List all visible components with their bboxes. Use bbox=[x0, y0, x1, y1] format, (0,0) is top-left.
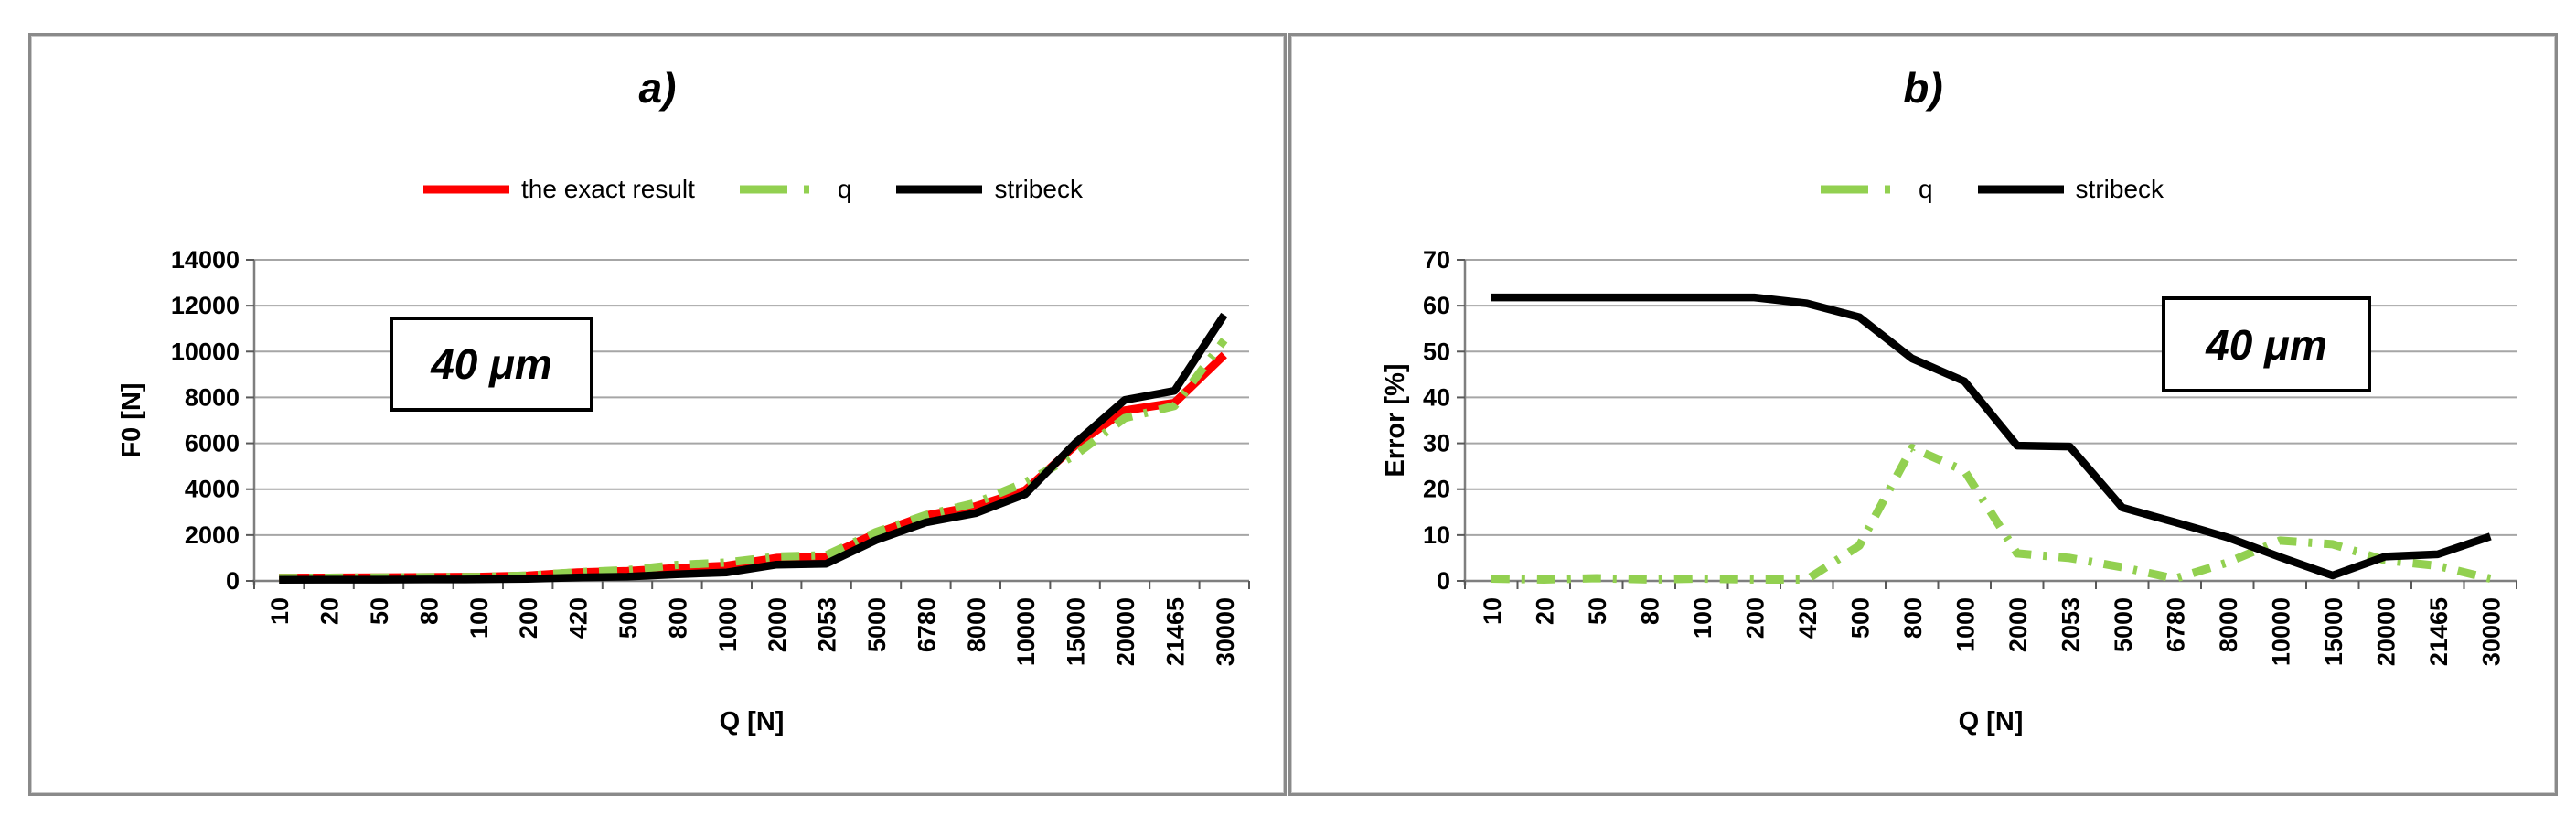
x-tick-label: 2000 bbox=[2004, 597, 2032, 652]
legend-line-sample bbox=[739, 185, 826, 194]
x-tick-label: 500 bbox=[615, 597, 642, 639]
series-line-q bbox=[1491, 444, 2492, 584]
gap-size-annotation: 40 μm bbox=[390, 317, 593, 412]
legend-item-stribeck: stribeck bbox=[1975, 175, 2164, 204]
y-axis-tick-labels: 0 2000 4000 6000 8000 10000 12000 14000 bbox=[171, 246, 240, 595]
tick-marks bbox=[1457, 259, 2517, 589]
x-tick-label: 1000 bbox=[714, 597, 742, 652]
x-tick-label: 15000 bbox=[1063, 597, 1090, 666]
x-tick-label: 6780 bbox=[2162, 597, 2189, 652]
x-tick-label: 20000 bbox=[1112, 597, 1139, 666]
y-axis-tick-labels: 0 10 20 30 40 50 60 70 bbox=[1423, 246, 1450, 595]
x-tick-label: 20 bbox=[316, 597, 344, 625]
chart-a-legend: the exact result q stribeck bbox=[254, 175, 1249, 204]
chart-panel-a: a) the exact result q stribeck 0 2000 4000 60… bbox=[28, 33, 1287, 796]
chart-a-title: a) bbox=[638, 64, 677, 112]
legend-label: stribeck bbox=[2075, 175, 2164, 203]
y-tick-label: 6000 bbox=[185, 430, 240, 457]
y-tick-label: 20 bbox=[1423, 476, 1450, 503]
x-tick-label: 50 bbox=[366, 597, 393, 625]
y-tick-label: 0 bbox=[1437, 567, 1450, 595]
gap-size-label: 40 μm bbox=[2206, 320, 2327, 369]
x-tick-label: 20000 bbox=[2372, 597, 2400, 666]
x-axis-tick-labels: 10 20 50 80 100 200 420 500 800 1000 2000 2053 5000 6… bbox=[1479, 597, 2506, 666]
x-tick-label: 2000 bbox=[764, 597, 791, 652]
x-tick-label: 21465 bbox=[1161, 597, 1189, 666]
x-tick-label: 8000 bbox=[2215, 597, 2242, 652]
x-tick-label: 80 bbox=[415, 597, 443, 625]
y-tick-label: 50 bbox=[1423, 338, 1450, 365]
x-tick-label: 30000 bbox=[1212, 597, 1239, 666]
y-tick-label: 10000 bbox=[171, 338, 240, 365]
chart-b-legend: q stribeck bbox=[1465, 175, 2517, 204]
x-tick-label: 20 bbox=[1531, 597, 1558, 625]
y-tick-label: 10 bbox=[1423, 521, 1450, 549]
x-tick-label: 5000 bbox=[2110, 597, 2137, 652]
legend-label: q bbox=[1918, 175, 1933, 203]
legend-line-sample bbox=[1820, 185, 1907, 194]
x-tick-label: 800 bbox=[664, 597, 691, 639]
y-tick-label: 2000 bbox=[185, 521, 240, 549]
chart-panel-b: b) q stribeck 0 10 20 30 40 50 60 70 10 20 50 80 100 2… bbox=[1288, 33, 2558, 796]
gap-size-label: 40 μm bbox=[431, 340, 552, 388]
legend-line-sample bbox=[423, 185, 510, 194]
x-tick-label: 10 bbox=[1479, 597, 1506, 625]
gap-size-annotation: 40 μm bbox=[2162, 296, 2371, 392]
legend-item-stribeck: stribeck bbox=[893, 175, 1083, 204]
legend-item-q: q bbox=[1818, 175, 1933, 204]
legend-label: stribeck bbox=[994, 175, 1083, 203]
legend-label: q bbox=[837, 175, 852, 203]
x-axis-title: Q [N] bbox=[720, 707, 785, 736]
legend-label: the exact result bbox=[521, 175, 695, 203]
x-tick-label: 2053 bbox=[814, 597, 841, 652]
x-tick-label: 420 bbox=[565, 597, 593, 639]
x-tick-label: 10 bbox=[266, 597, 294, 625]
x-tick-label: 30000 bbox=[2477, 597, 2505, 666]
x-tick-label: 100 bbox=[465, 597, 493, 639]
chart-a-plot: 0 2000 4000 6000 8000 10000 12000 14000 10 20 50 80… bbox=[117, 246, 1250, 736]
y-tick-label: 60 bbox=[1423, 292, 1450, 319]
series-line-stribeck bbox=[1491, 293, 2492, 580]
y-tick-label: 0 bbox=[226, 567, 240, 595]
x-tick-label: 200 bbox=[515, 597, 542, 639]
x-tick-label: 420 bbox=[1794, 597, 1822, 639]
legend-item-q: q bbox=[737, 175, 852, 204]
x-tick-label: 10000 bbox=[1012, 597, 1040, 666]
y-tick-label: 30 bbox=[1423, 430, 1450, 457]
x-tick-label: 5000 bbox=[863, 597, 891, 652]
legend-line-sample bbox=[1977, 185, 2064, 194]
x-tick-label: 2053 bbox=[2057, 597, 2084, 652]
x-axis-tick-labels: 10 20 50 80 100 200 420 500 800 1000 2000 2053 5000 6… bbox=[266, 597, 1239, 666]
series-line-q bbox=[279, 338, 1228, 583]
x-tick-label: 50 bbox=[1584, 597, 1611, 625]
y-tick-label: 8000 bbox=[185, 383, 240, 411]
series-line-stribeck bbox=[279, 312, 1228, 584]
legend-line-sample bbox=[896, 185, 983, 194]
x-tick-label: 1000 bbox=[1951, 597, 1979, 652]
y-tick-label: 40 bbox=[1423, 383, 1450, 411]
y-axis-title: Error [%] bbox=[1381, 363, 1410, 477]
x-tick-label: 100 bbox=[1689, 597, 1716, 639]
x-tick-label: 80 bbox=[1636, 597, 1663, 625]
y-tick-label: 14000 bbox=[171, 246, 240, 274]
y-tick-label: 12000 bbox=[171, 292, 240, 319]
x-tick-label: 10000 bbox=[2267, 597, 2294, 666]
x-tick-label: 21465 bbox=[2425, 597, 2453, 666]
x-tick-label: 800 bbox=[1899, 597, 1927, 639]
x-tick-label: 6780 bbox=[913, 597, 940, 652]
y-tick-label: 70 bbox=[1423, 246, 1450, 274]
x-axis-title: Q [N] bbox=[1959, 707, 2024, 736]
chart-b-title: b) bbox=[1903, 64, 1943, 112]
x-tick-label: 200 bbox=[1741, 597, 1769, 639]
series-lines bbox=[279, 312, 1228, 584]
series-lines bbox=[1491, 293, 2492, 584]
x-tick-label: 500 bbox=[1846, 597, 1874, 639]
x-tick-label: 8000 bbox=[963, 597, 990, 652]
y-axis-title: F0 [N] bbox=[117, 382, 146, 457]
legend-item-the-exact-result: the exact result bbox=[421, 175, 695, 204]
x-tick-label: 15000 bbox=[2320, 597, 2347, 666]
y-tick-label: 4000 bbox=[185, 476, 240, 503]
